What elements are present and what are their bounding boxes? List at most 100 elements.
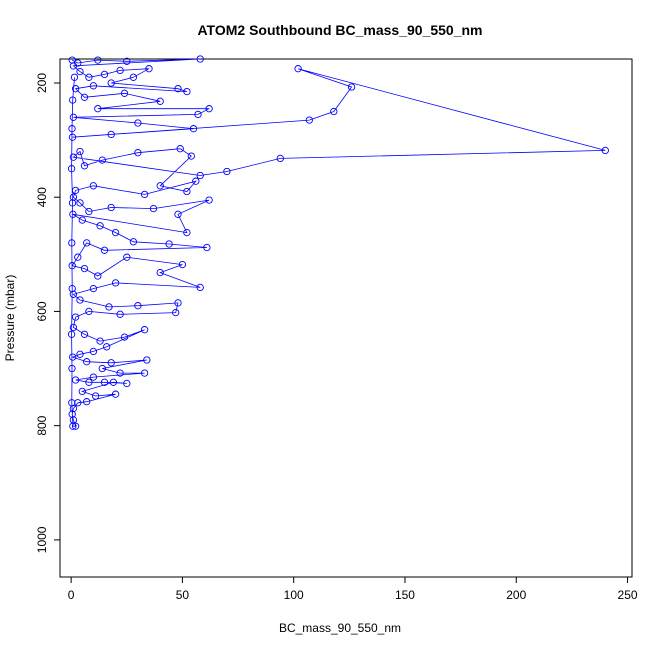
data-point xyxy=(347,83,356,91)
data-point xyxy=(107,79,115,87)
data-point xyxy=(78,216,86,224)
series-layer xyxy=(67,55,609,430)
data-point xyxy=(143,356,151,364)
data-point xyxy=(94,272,102,280)
data-point xyxy=(156,182,164,190)
data-point xyxy=(83,358,91,366)
data-point xyxy=(116,310,124,318)
data-point xyxy=(134,302,142,310)
data-point xyxy=(71,186,80,195)
y-tick-label: 1000 xyxy=(35,526,49,553)
y-tick-label: 600 xyxy=(35,301,49,321)
x-axis-label: BC_mass_90_550_nm xyxy=(279,621,401,635)
data-point xyxy=(89,373,98,381)
y-axis-label: Pressure (mbar) xyxy=(3,275,17,362)
data-point xyxy=(111,390,120,398)
data-point xyxy=(89,182,98,190)
data-point xyxy=(172,308,180,317)
data-point xyxy=(294,65,302,73)
data-point xyxy=(69,290,78,298)
data-point xyxy=(140,190,149,199)
data-point xyxy=(68,262,76,270)
data-point xyxy=(85,378,93,386)
data-point xyxy=(85,73,93,81)
data-point xyxy=(100,378,109,386)
data-point xyxy=(305,116,313,124)
data-point xyxy=(76,147,84,156)
data-point xyxy=(156,268,164,277)
data-point xyxy=(80,162,89,170)
data-point xyxy=(85,307,93,316)
data-point xyxy=(129,73,138,81)
data-point xyxy=(100,246,109,254)
data-point xyxy=(103,343,111,351)
data-point xyxy=(80,264,89,273)
data-point xyxy=(80,93,89,101)
data-point xyxy=(68,125,76,133)
x-tick-label: 0 xyxy=(68,588,75,602)
data-point xyxy=(69,62,78,70)
data-point xyxy=(205,105,213,113)
data-point xyxy=(76,199,84,207)
data-point xyxy=(183,187,191,196)
data-point xyxy=(69,113,78,121)
data-point xyxy=(68,399,76,407)
data-point xyxy=(156,97,164,105)
x-axis: 0 50 100 150 200 250 xyxy=(68,576,638,602)
data-point xyxy=(183,87,191,96)
data-point xyxy=(116,369,124,377)
data-point xyxy=(116,66,124,75)
data-point xyxy=(134,149,142,157)
data-point xyxy=(174,210,182,218)
data-point xyxy=(68,239,76,247)
x-tick-label: 150 xyxy=(395,588,415,602)
data-point xyxy=(68,133,77,141)
data-point xyxy=(149,204,158,213)
data-point xyxy=(74,253,82,261)
data-point xyxy=(94,105,102,113)
y-tick-label: 400 xyxy=(35,187,49,207)
data-point xyxy=(123,379,131,388)
data-point xyxy=(89,284,98,293)
plot-frame xyxy=(59,58,633,578)
data-point xyxy=(89,82,98,90)
data-point xyxy=(107,130,115,139)
data-point xyxy=(187,152,195,160)
data-point xyxy=(183,228,191,237)
data-point xyxy=(83,239,91,247)
data-point xyxy=(85,207,93,216)
data-point xyxy=(178,260,187,269)
y-tick-label: 200 xyxy=(35,73,49,93)
data-point xyxy=(205,196,213,204)
x-tick-label: 50 xyxy=(176,588,190,602)
data-point xyxy=(69,153,78,161)
data-point xyxy=(76,67,84,76)
data-point xyxy=(69,210,77,218)
data-point xyxy=(89,347,98,356)
data-point xyxy=(174,299,182,307)
data-point xyxy=(83,398,91,406)
data-point xyxy=(68,410,76,418)
data-point xyxy=(69,96,77,104)
data-point xyxy=(140,369,149,377)
data-point xyxy=(71,422,80,430)
data-point xyxy=(69,422,77,430)
chart-title: ATOM2 Southbound BC_mass_90_550_nm xyxy=(197,22,482,38)
data-point xyxy=(69,323,78,332)
x-tick-label: 200 xyxy=(506,588,526,602)
data-point xyxy=(123,253,131,261)
data-point xyxy=(94,56,102,64)
data-point xyxy=(70,73,79,81)
data-point xyxy=(76,296,84,304)
data-point xyxy=(330,107,338,116)
data-point xyxy=(68,364,76,373)
x-tick-label: 250 xyxy=(618,588,638,602)
data-point xyxy=(196,55,204,63)
data-point xyxy=(111,279,120,287)
data-point xyxy=(276,154,284,163)
y-tick-label: 800 xyxy=(35,415,49,435)
data-point xyxy=(69,353,77,361)
data-point xyxy=(120,333,129,341)
data-point xyxy=(601,146,609,155)
